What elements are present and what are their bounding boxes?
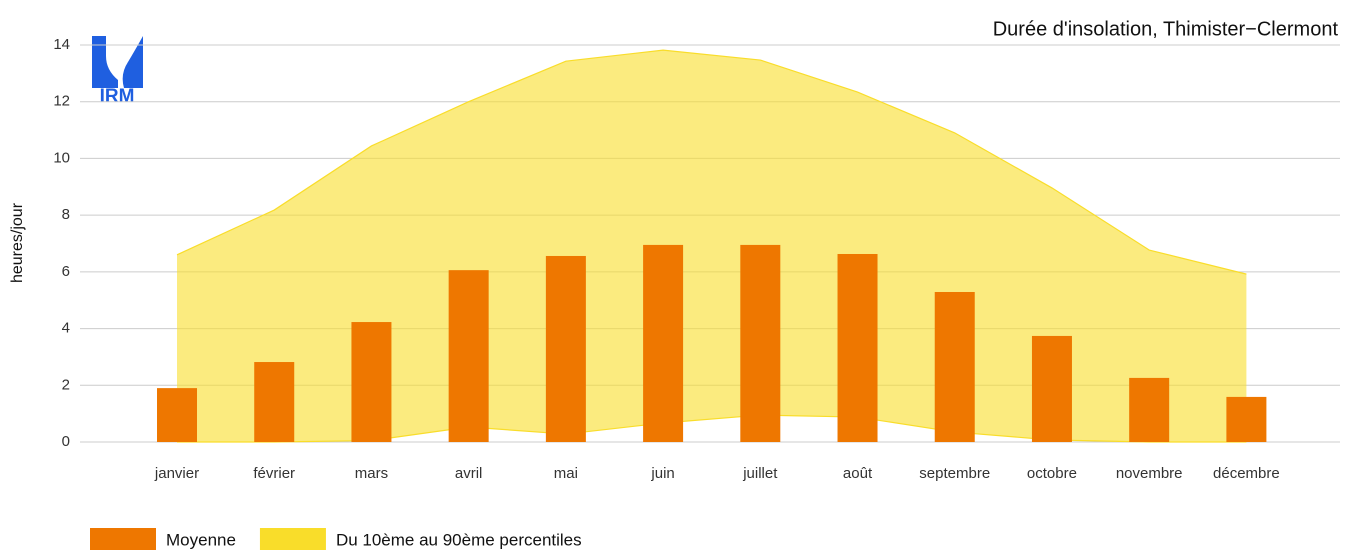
x-tick-label: juin: [650, 465, 674, 482]
bar: [351, 322, 392, 442]
bar: [545, 255, 586, 442]
logo-shape: [92, 36, 118, 88]
bar: [1031, 335, 1072, 442]
x-tick-label: février: [253, 465, 295, 482]
logo-shape: [122, 36, 143, 88]
legend-swatch: [259, 528, 326, 550]
x-tick-label: décembre: [1213, 465, 1280, 482]
legend-label: Moyenne: [166, 530, 236, 549]
x-tick-label: août: [843, 465, 873, 482]
x-tick-label: octobre: [1027, 465, 1077, 482]
bar: [934, 291, 975, 442]
y-tick-label: 10: [53, 149, 70, 166]
logo-text: IRM: [100, 86, 135, 107]
y-tick-label: 2: [62, 376, 70, 393]
x-tick-label: mars: [355, 465, 388, 482]
logo: IRM: [92, 36, 143, 107]
legend-label: Du 10ème au 90ème percentiles: [336, 530, 582, 549]
x-tick-label: septembre: [919, 465, 990, 482]
bar: [740, 244, 781, 442]
y-tick-label: 14: [53, 36, 70, 53]
y-tick-label: 4: [62, 320, 70, 337]
bar: [157, 388, 198, 442]
x-tick-label: juillet: [742, 465, 778, 482]
legend-swatch: [90, 528, 156, 550]
band-upper: [176, 49, 1247, 275]
bar: [1129, 377, 1170, 442]
y-tick-label: 12: [53, 93, 70, 110]
y-tick-label: 6: [62, 263, 70, 280]
x-tick-label: mai: [554, 465, 578, 482]
bar: [643, 244, 684, 442]
bar: [837, 253, 878, 442]
x-tick-label: avril: [455, 465, 483, 482]
bar: [1226, 396, 1267, 442]
y-tick-label: 8: [62, 206, 70, 223]
bar: [254, 362, 295, 442]
x-tick-label: novembre: [1116, 465, 1183, 482]
x-tick-label: janvier: [154, 465, 199, 482]
chart-title: Durée d'insolation, Thimister−Clermont: [993, 18, 1339, 40]
band-area: [177, 50, 1247, 443]
y-tick-label: 0: [62, 433, 70, 450]
y-axis-label: heures/jour: [9, 202, 26, 283]
bar: [448, 270, 489, 442]
